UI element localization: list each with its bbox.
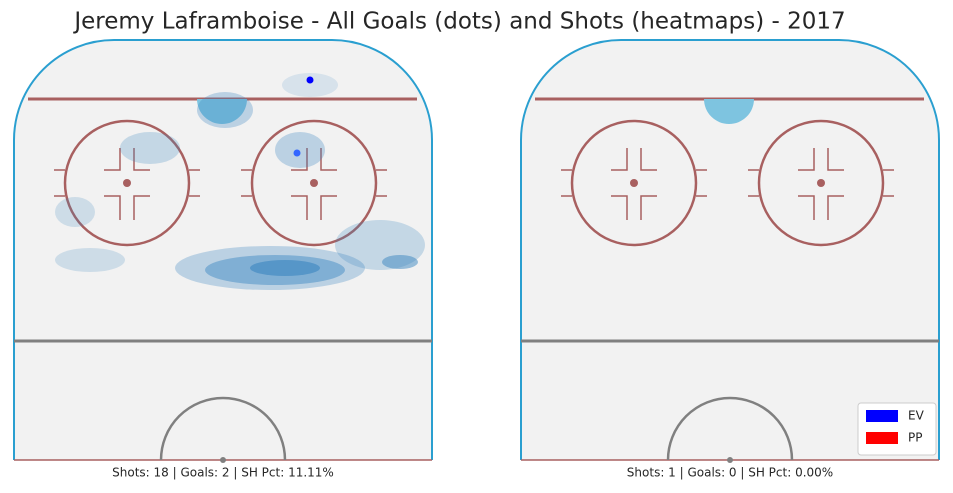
hash-marks bbox=[748, 148, 894, 220]
shot-density bbox=[275, 132, 325, 168]
hash-marks bbox=[561, 148, 707, 220]
rink: Shots: 1 | Goals: 0 | SH Pct: 0.00% bbox=[520, 39, 940, 480]
title: Jeremy Laframboise - All Goals (dots) an… bbox=[72, 9, 845, 35]
shot-density bbox=[55, 248, 125, 272]
rink-outline bbox=[13, 39, 433, 460]
center-circle bbox=[159, 396, 287, 461]
faceoff-dot bbox=[630, 179, 638, 187]
shot-density bbox=[197, 92, 253, 128]
faceoff-circle bbox=[570, 119, 698, 247]
legend-swatch bbox=[866, 410, 898, 422]
shot-density bbox=[382, 255, 418, 269]
center-dot bbox=[220, 457, 226, 463]
goal-dot bbox=[306, 76, 314, 84]
hash-marks bbox=[54, 148, 200, 220]
faceoff-circle bbox=[63, 119, 191, 247]
panel-caption: Shots: 1 | Goals: 0 | SH Pct: 0.00% bbox=[627, 466, 833, 480]
faceoff-circle bbox=[250, 119, 378, 247]
shot-density bbox=[120, 132, 180, 164]
faceoff-dot bbox=[310, 179, 318, 187]
center-dot bbox=[727, 457, 733, 463]
crease bbox=[704, 99, 754, 124]
legend: EV PP bbox=[857, 402, 937, 456]
legend-swatch bbox=[866, 432, 898, 444]
faceoff-circle bbox=[757, 119, 885, 247]
hash-marks bbox=[241, 148, 387, 220]
faceoff-dot bbox=[817, 179, 825, 187]
shot-density bbox=[55, 197, 95, 227]
faceoff-dot bbox=[123, 179, 131, 187]
panel-caption: Shots: 18 | Goals: 2 | SH Pct: 11.11% bbox=[112, 466, 334, 480]
crease bbox=[197, 99, 247, 124]
rink-outline bbox=[520, 39, 940, 460]
shot-density bbox=[250, 260, 320, 276]
center-circle bbox=[666, 396, 794, 461]
legend-label: PP bbox=[908, 431, 922, 445]
legend-label: EV bbox=[908, 409, 925, 423]
rink: Shots: 18 | Goals: 2 | SH Pct: 11.11% bbox=[13, 39, 433, 480]
goal-dot bbox=[293, 149, 301, 157]
shot-density bbox=[282, 73, 338, 97]
